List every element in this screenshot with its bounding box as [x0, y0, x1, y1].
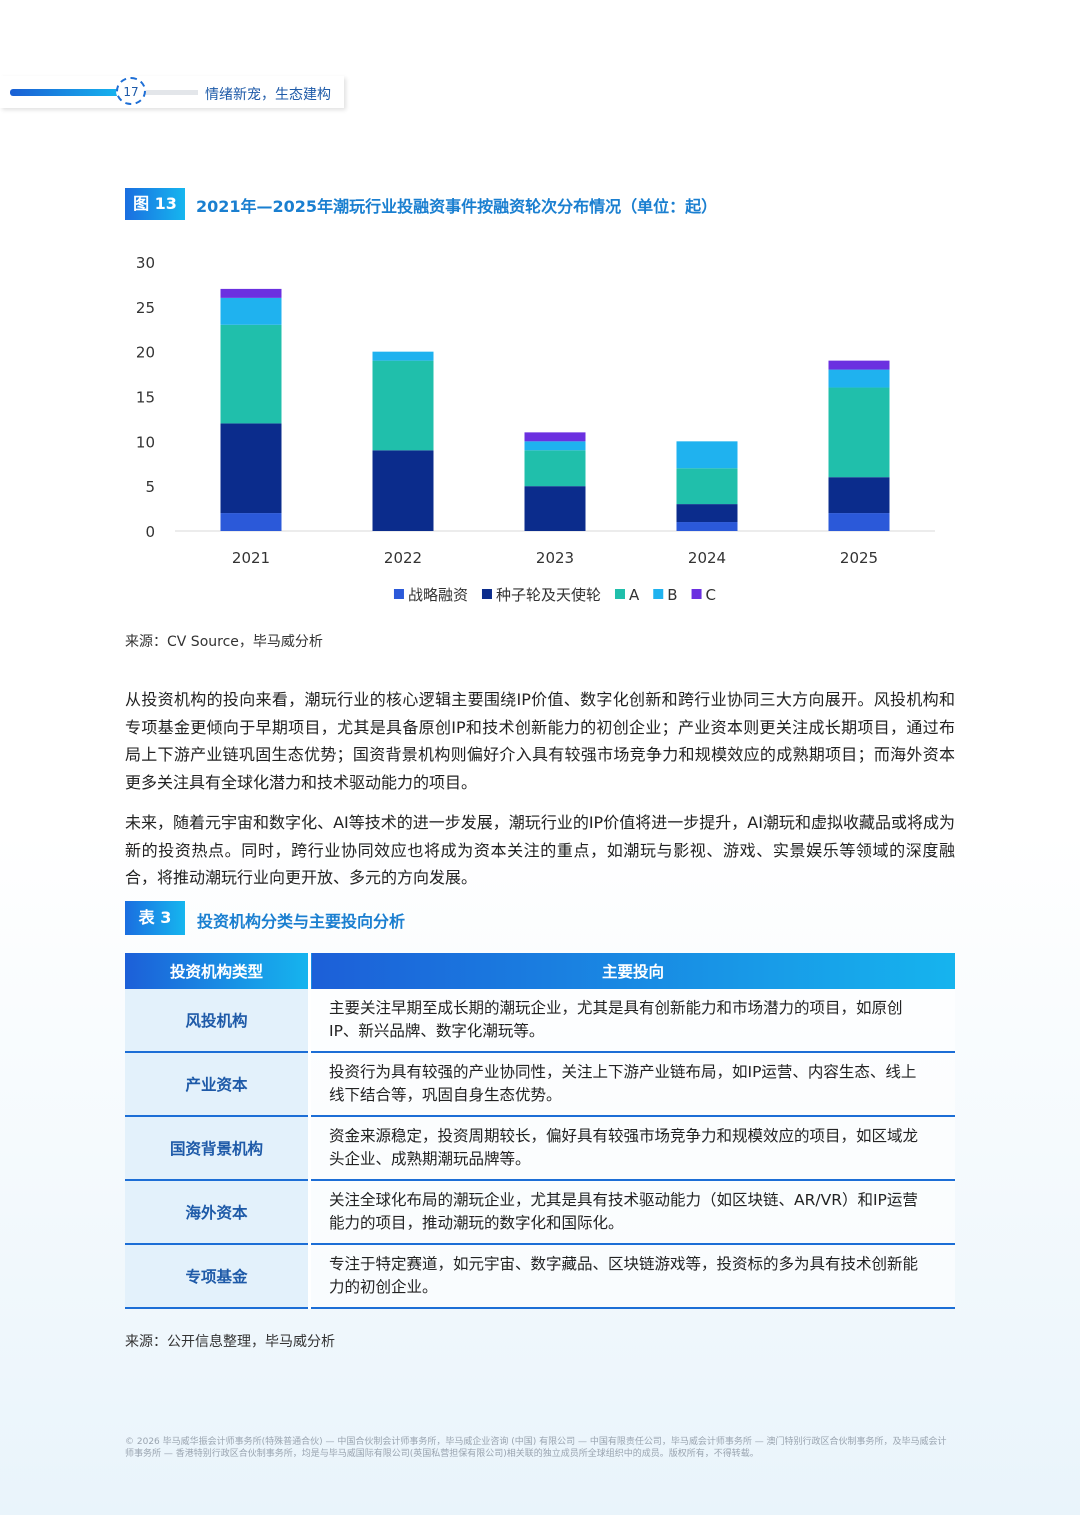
y-tick-label: 0 [145, 523, 155, 541]
page-number: 17 [116, 77, 146, 105]
bar-segment [676, 441, 738, 469]
y-tick-label: 10 [136, 433, 155, 451]
x-tick-label: 2023 [536, 549, 574, 567]
description-cell: 主要关注早期至成长期的潮玩企业，尤其是具有创新能力和市场潜力的项目，如原创IP、… [309, 989, 955, 1053]
type-cell: 国资背景机构 [125, 1116, 311, 1181]
paragraph: 未来，随着元宇宙和数字化、AI等技术的进一步发展，潮玩行业的IP价值将进一步提升… [125, 813, 955, 887]
table-source: 来源：公开信息整理，毕马威分析 [125, 1334, 335, 1350]
legend-label: A [629, 586, 640, 604]
x-tick-label: 2024 [688, 549, 726, 567]
y-tick-label: 30 [136, 254, 155, 272]
bar-segment [220, 288, 282, 298]
table-label: 表 3 [125, 901, 185, 935]
bar-segment [524, 486, 586, 531]
legend-label: B [667, 586, 677, 604]
legend-swatch [614, 589, 625, 599]
table-row: 风投机构 主要关注早期至成长期的潮玩企业，尤其是具有创新能力和市场潜力的项目，如原… [125, 989, 955, 1053]
bar-segment [372, 360, 434, 451]
type-cell: 产业资本 [125, 1052, 311, 1117]
bar-segment [524, 441, 586, 451]
footer: © 2026 毕马威华振会计师事务所(特殊普通合伙) — 中国合伙制会计师事务所… [125, 1437, 947, 1459]
table-row: 国资背景机构 资金来源稳定，投资周期较长，偏好具有较强市场竞争力和规模效应的项目，… [125, 1116, 955, 1181]
bar-segment [372, 450, 434, 531]
description-cell: 关注全球化布局的潮玩企业，尤其是具有技术驱动能力（如区块链、AR/VR）和IP运… [309, 1180, 955, 1245]
bar-segment [220, 513, 282, 531]
table-header: 投资机构类型 主要投向 [125, 953, 955, 989]
legend-label: 种子轮及天使轮 [496, 586, 601, 604]
bar-segment [372, 351, 434, 361]
description-cell: 专注于特定赛道，如元宇宙、数字藏品、区块链游戏等，投资标的多为具有技术创新能力的… [309, 1244, 955, 1309]
header-cell: 投资机构类型 [125, 953, 311, 989]
description-cell: 资金来源稳定，投资周期较长，偏好具有较强市场竞争力和规模效应的项目，如区域龙头企… [309, 1116, 955, 1181]
bar-segment [828, 369, 890, 388]
table-title: 投资机构分类与主要投向分析 [197, 912, 406, 931]
legend-swatch [691, 589, 702, 599]
bar-segment [220, 297, 282, 325]
paragraph: 从投资机构的投向来看，潮玩行业的核心逻辑主要围绕IP价值、数字化创新和跨行业协同… [125, 690, 955, 792]
y-tick-label: 25 [136, 299, 155, 317]
header-line [140, 90, 198, 95]
y-tick-label: 5 [145, 478, 155, 496]
y-tick-label: 15 [136, 389, 155, 407]
type-cell: 专项基金 [125, 1244, 311, 1309]
bar-segment [676, 522, 738, 531]
table-row: 海外资本 关注全球化布局的潮玩企业，尤其是具有技术驱动能力（如区块链、AR/VR）… [125, 1180, 955, 1245]
type-cell: 海外资本 [125, 1180, 311, 1245]
legend-swatch [653, 589, 664, 599]
bar-segment [828, 360, 890, 370]
table-row: 产业资本 投资行为具有较强的产业协同性，关注上下游产业链布局，如IP运营、内容生态… [125, 1052, 955, 1117]
header-bar [10, 89, 122, 96]
legend-swatch [481, 589, 492, 599]
x-tick-label: 2022 [384, 549, 422, 567]
bar-segment [828, 477, 890, 514]
legend-swatch [393, 589, 404, 599]
x-tick-label: 2021 [232, 549, 270, 567]
type-cell: 风投机构 [125, 989, 311, 1053]
table-row: 专项基金 专注于特定赛道，如元宇宙、数字藏品、区块链游戏等，投资标的多为具有技术创… [125, 1244, 955, 1309]
legend-label: C [706, 586, 716, 604]
x-tick-label: 2025 [840, 549, 878, 567]
description-cell: 投资行为具有较强的产业协同性，关注上下游产业链布局，如IP运营、内容生态、线上线… [309, 1052, 955, 1117]
bar-segment [828, 387, 890, 478]
legend-label: 战略融资 [408, 586, 468, 604]
header-cell: 主要投向 [309, 953, 955, 989]
bar-segment [828, 513, 890, 531]
bar-segment [220, 423, 282, 514]
y-tick-label: 20 [136, 344, 155, 362]
bar-segment [524, 450, 586, 487]
header-title: 情绪新宠，生态建构 [205, 87, 331, 103]
bar-segment [676, 504, 738, 523]
bar-segment [524, 432, 586, 442]
bar-segment [676, 468, 738, 505]
table: 投资机构类型 主要投向 风投机构 主要关注早期至成长期的潮玩企业，尤其是具有创新能… [125, 953, 955, 1309]
chart-title: 2021年—2025年潮玩行业投融资事件按融资轮次分布情况（单位：起） [196, 197, 718, 216]
figure-source: 来源：CV Source，毕马威分析 [125, 634, 323, 650]
bar-segment [220, 324, 282, 424]
figure-label: 图 13 [125, 188, 185, 220]
